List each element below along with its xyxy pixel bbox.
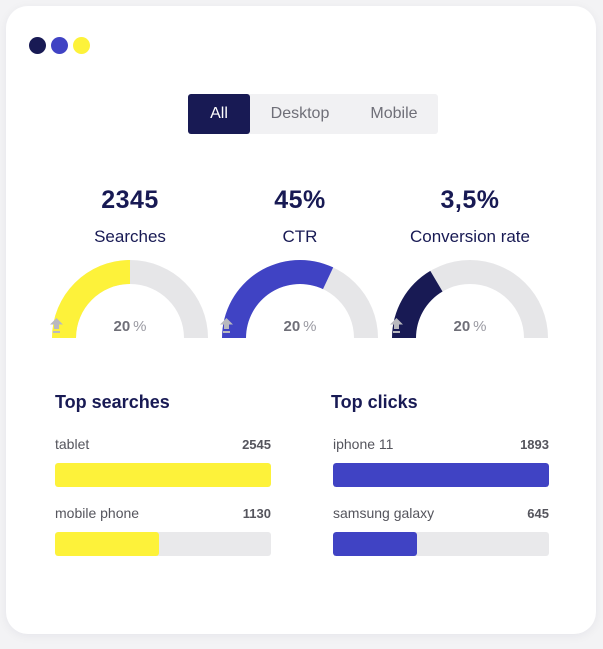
kpi-value: 2345 bbox=[101, 186, 159, 214]
list-item[interactable]: samsung galaxy 645 bbox=[333, 505, 549, 556]
item-name: samsung galaxy bbox=[333, 505, 435, 521]
tab-all[interactable]: All bbox=[188, 94, 250, 134]
item-value: 645 bbox=[527, 506, 549, 521]
kpi-value: 45% bbox=[274, 186, 326, 214]
item-value: 2545 bbox=[242, 437, 271, 452]
kpi-value: 3,5% bbox=[440, 186, 500, 214]
kpi-ctr: 45% CTR bbox=[220, 186, 380, 247]
delta-unit: % bbox=[303, 318, 317, 335]
delta-indicator: 20% bbox=[50, 318, 210, 335]
item-name: mobile phone bbox=[55, 505, 140, 521]
bar-track bbox=[333, 532, 549, 556]
list-item[interactable]: tablet 2545 bbox=[55, 436, 271, 487]
delta-value: 20 bbox=[113, 318, 131, 335]
window-controls bbox=[29, 37, 90, 54]
upload-arrow-icon bbox=[390, 318, 403, 333]
item-name: tablet bbox=[55, 436, 90, 452]
upload-arrow-icon bbox=[220, 318, 233, 333]
bar-track bbox=[55, 532, 271, 556]
delta-indicator: 20% bbox=[220, 318, 380, 335]
window-dot[interactable] bbox=[29, 37, 46, 54]
kpi-label: CTR bbox=[282, 227, 318, 246]
item-value: 1893 bbox=[520, 437, 549, 452]
upload-arrow-icon bbox=[50, 318, 63, 333]
tab-mobile[interactable]: Mobile bbox=[370, 105, 418, 122]
bar-fill bbox=[55, 463, 271, 487]
bar-fill bbox=[333, 463, 549, 487]
list-item[interactable]: iphone 11 1893 bbox=[333, 436, 549, 487]
item-name: iphone 11 bbox=[333, 436, 394, 452]
top-searches-title: Top searches bbox=[55, 392, 170, 412]
bar-fill bbox=[333, 532, 418, 556]
gauge-ctr: 20% bbox=[220, 258, 380, 338]
device-filter: All Desktop Mobile bbox=[188, 94, 438, 134]
kpi-searches: 2345 Searches bbox=[50, 186, 210, 247]
window-dot[interactable] bbox=[51, 37, 68, 54]
delta-indicator: 20% bbox=[390, 318, 550, 335]
item-value: 1130 bbox=[242, 506, 271, 521]
delta-value: 20 bbox=[283, 318, 301, 335]
kpi-label: Searches bbox=[94, 227, 166, 246]
bar-track bbox=[55, 463, 271, 487]
bar-fill bbox=[55, 532, 159, 556]
delta-value: 20 bbox=[453, 318, 471, 335]
delta-unit: % bbox=[133, 318, 147, 335]
gauge-searches: 20% bbox=[50, 258, 210, 338]
gauge-conversion-rate: 20% bbox=[390, 258, 550, 338]
delta-unit: % bbox=[473, 318, 487, 335]
tab-desktop[interactable]: Desktop bbox=[270, 105, 330, 122]
window-dot[interactable] bbox=[73, 37, 90, 54]
list-item[interactable]: mobile phone 1130 bbox=[55, 505, 271, 556]
dashboard-card: All Desktop Mobile 2345 Searches 20% 45%… bbox=[6, 6, 596, 634]
bar-track bbox=[333, 463, 549, 487]
top-clicks-title: Top clicks bbox=[331, 392, 418, 412]
kpi-label: Conversion rate bbox=[409, 227, 530, 246]
kpi-conversion-rate: 3,5% Conversion rate bbox=[390, 186, 550, 247]
